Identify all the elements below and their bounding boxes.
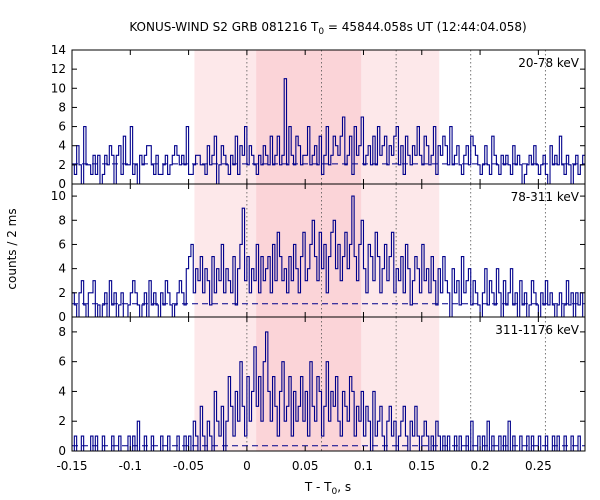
dark-interval-band bbox=[256, 317, 362, 451]
y-tick-label: 8 bbox=[58, 100, 66, 114]
y-tick-label: 0 bbox=[58, 444, 66, 458]
y-tick-label: 8 bbox=[58, 325, 66, 339]
y-tick-label: 8 bbox=[58, 213, 66, 227]
x-tick-label: -0.1 bbox=[119, 459, 142, 473]
y-tick-label: 10 bbox=[51, 189, 66, 203]
y-tick-label: 10 bbox=[51, 81, 66, 95]
x-tick-label: 0.25 bbox=[525, 459, 552, 473]
counts-histogram bbox=[72, 78, 585, 185]
energy-band-label: 311-1176 keV bbox=[495, 323, 579, 337]
y-tick-label: 2 bbox=[58, 158, 66, 172]
y-tick-label: 2 bbox=[58, 414, 66, 428]
panels-group: 0 2 4 6 8 10 12 14 20-78 keV 0 2 4 6 8 10 78-311 keV 0 2 4… bbox=[51, 43, 586, 473]
energy-band-label: 78-311 keV bbox=[511, 190, 580, 204]
y-tick-label: 4 bbox=[58, 139, 66, 153]
panel-1: 0 2 4 6 8 10 12 14 20-78 keV bbox=[51, 43, 586, 191]
y-tick-label: 0 bbox=[58, 177, 66, 191]
panel-3: 0 2 4 6 8 311-1176 keV bbox=[58, 316, 586, 458]
x-tick-label: 0 bbox=[243, 459, 251, 473]
x-tick-label: 0.15 bbox=[408, 459, 435, 473]
chart-title: KONUS-WIND S2 GRB 081216 T0 = 45844.058s… bbox=[129, 20, 526, 37]
energy-band-label: 20-78 keV bbox=[518, 56, 580, 70]
y-tick-label: 0 bbox=[58, 310, 66, 324]
x-tick-label: 0.05 bbox=[292, 459, 319, 473]
panel-2: 0 2 4 6 8 10 78-311 keV bbox=[51, 183, 586, 324]
y-tick-label: 6 bbox=[58, 237, 66, 251]
y-tick-label: 14 bbox=[51, 43, 66, 57]
y-tick-label: 12 bbox=[51, 62, 66, 76]
y-tick-label: 6 bbox=[58, 355, 66, 369]
y-tick-label: 2 bbox=[58, 286, 66, 300]
x-tick-label: 0.1 bbox=[354, 459, 373, 473]
panel-frame bbox=[71, 316, 586, 452]
y-tick-label: 4 bbox=[58, 384, 66, 398]
x-tick-label: -0.15 bbox=[56, 459, 87, 473]
y-tick-label: 6 bbox=[58, 120, 66, 134]
y-axis-label: counts / 2 ms bbox=[5, 208, 19, 289]
dark-interval-band bbox=[256, 184, 362, 317]
y-tick-label: 4 bbox=[58, 262, 66, 276]
x-tick-label: -0.05 bbox=[173, 459, 204, 473]
x-axis-label: T - T0, s bbox=[304, 480, 351, 497]
counts-histogram bbox=[72, 331, 585, 452]
x-tick-label: 0.2 bbox=[471, 459, 490, 473]
